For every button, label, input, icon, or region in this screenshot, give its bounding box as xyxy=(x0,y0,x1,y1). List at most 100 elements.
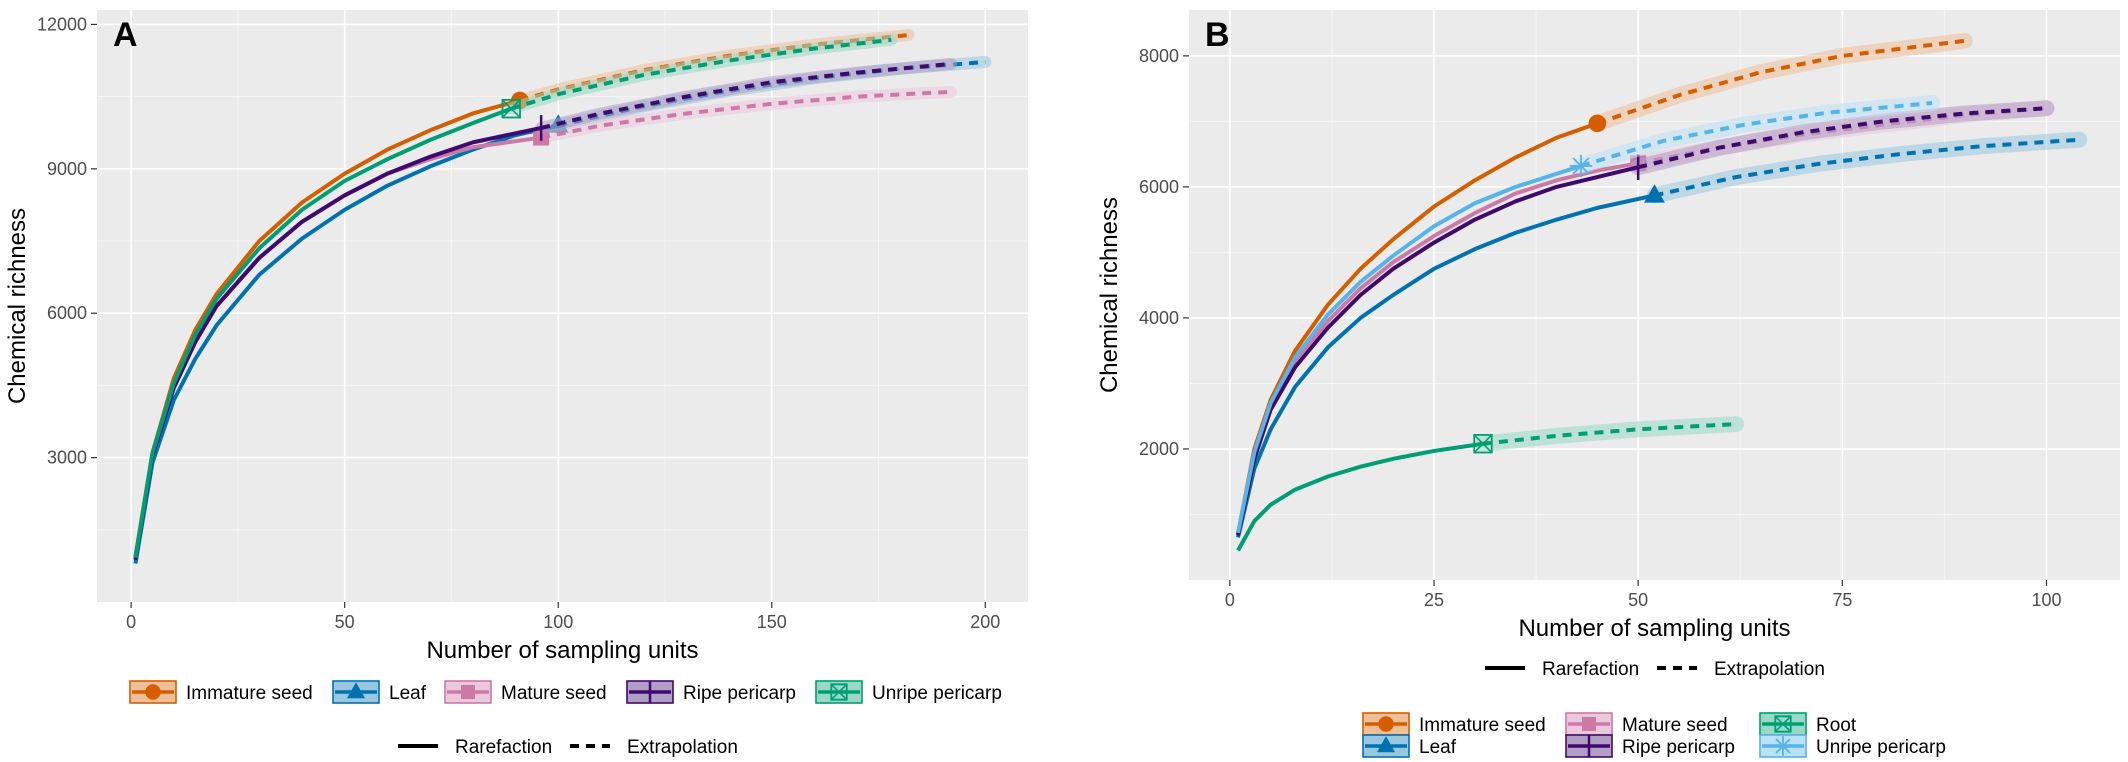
x-tick-label: 150 xyxy=(757,612,787,632)
y-tick-label: 3000 xyxy=(47,448,87,468)
extrapolation-line-ripe-pericarp xyxy=(540,61,952,130)
reference-point-immature-seed xyxy=(1588,114,1607,133)
legend-item-ripe-pericarp: Ripe pericarp xyxy=(1565,734,1735,758)
reference-point-leaf xyxy=(1644,184,1665,203)
axis-ticks: 0 25 50 75 100 2000 4000 6000 8000 xyxy=(1139,46,2062,610)
legend-item-root: Root xyxy=(1759,712,1857,736)
legend-root-key-marker-diag2 xyxy=(1774,715,1792,733)
rarefaction-line-root xyxy=(1236,441,1484,552)
legend-item-ripe-pericarp: Ripe pericarp xyxy=(626,680,796,704)
legend-mature-seed-key-marker xyxy=(461,685,475,699)
panel-a: 0 50 100 150 200 3000 6000 9000 12000 Number of s… xyxy=(4,10,1028,758)
extrapolation-line-mature-seed xyxy=(540,89,952,140)
legend-label-unripe-pericarp: Unripe pericarp xyxy=(872,683,1002,704)
extrapolation-line-ripe-pericarp xyxy=(1637,106,2047,170)
rarefaction-line-ripe-pericarp xyxy=(1236,165,1639,536)
y-tick-label: 9000 xyxy=(47,159,87,179)
x-tick-label: 0 xyxy=(126,612,136,632)
series-ripe-pericarp xyxy=(1236,100,2055,536)
rarefaction-line-leaf xyxy=(133,123,559,564)
reference-point-unripe-pericarp-box xyxy=(501,98,521,119)
legend-label-root: Root xyxy=(1816,715,1857,736)
series-unripe-pericarp xyxy=(1236,95,1941,534)
legend-root-key-marker-box xyxy=(1774,715,1792,733)
legend-extrapolation-label: Extrapolation xyxy=(1714,659,1825,680)
legend-item-immature-seed: Immature seed xyxy=(129,680,313,704)
x-axis-title: Number of sampling units xyxy=(1518,615,1790,642)
series-group xyxy=(133,29,992,564)
x-tick-label: 100 xyxy=(543,612,573,632)
legend-leaf-key-marker xyxy=(1376,736,1396,753)
legend-leaf-key-marker xyxy=(346,682,366,699)
legend-unripe-pericarp-key-marker-box xyxy=(830,683,848,701)
extrapolation-line-root xyxy=(1482,422,1737,446)
reference-point-unripe-pericarp-diag2 xyxy=(501,99,521,119)
legend-item-leaf: Leaf xyxy=(332,680,427,704)
legend-item-mature-seed: Mature seed xyxy=(444,680,607,704)
rarefaction-line-unripe-pericarp xyxy=(1236,164,1582,534)
series-leaf xyxy=(1236,131,2088,538)
reference-point-unripe-pericarp xyxy=(501,98,521,119)
legend-immature-seed-key-marker xyxy=(145,684,161,700)
legend-label-mature-seed: Mature seed xyxy=(1622,715,1728,736)
legend-rarefaction-label: Rarefaction xyxy=(1542,659,1639,680)
x-tick-label: 75 xyxy=(1832,590,1852,610)
legend-rarefaction-label: Rarefaction xyxy=(455,737,552,758)
plot-background xyxy=(97,10,1028,602)
legend-immature-seed-key-marker xyxy=(1378,716,1394,732)
legend-unripe-pericarp-key-marker-spoke xyxy=(1775,738,1791,754)
legend-label-mature-seed: Mature seed xyxy=(501,683,607,704)
extrapolation-line-immature-seed xyxy=(1596,38,1966,126)
x-tick-label: 0 xyxy=(1225,590,1235,610)
legend-unripe-pericarp-key-marker xyxy=(830,683,848,701)
series-root xyxy=(1236,416,1745,552)
legend-line-types: Rarefaction Extrapolation xyxy=(1485,659,1825,680)
reference-point-root xyxy=(1473,434,1493,454)
legend-item-unripe-pericarp: Unripe pericarp xyxy=(1759,734,1946,758)
legend-label-ripe-pericarp: Ripe pericarp xyxy=(1622,737,1735,758)
extrapolation-line-unripe-pericarp xyxy=(510,37,892,111)
extrapolation-line-unripe-pericarp xyxy=(1580,101,1933,168)
y-tick-label: 2000 xyxy=(1139,439,1179,459)
legend-label-unripe-pericarp: Unripe pericarp xyxy=(1816,737,1946,758)
grid-lines xyxy=(1189,10,2120,580)
legend-label-leaf: Leaf xyxy=(1419,737,1457,758)
legend-extrapolation-label: Extrapolation xyxy=(627,737,738,758)
series-group xyxy=(1236,32,2088,552)
legend-item-unripe-pericarp: Unripe pericarp xyxy=(815,680,1002,704)
reference-point-unripe-pericarp xyxy=(1569,154,1593,178)
legend-label-immature-seed: Immature seed xyxy=(1419,715,1546,736)
axis-ticks: 0 50 100 150 200 3000 6000 9000 12000 xyxy=(37,14,1000,632)
y-tick-label: 4000 xyxy=(1139,308,1179,328)
y-axis-title: Chemical richness xyxy=(1096,197,1123,393)
reference-point-root-diag2 xyxy=(1473,434,1493,454)
x-tick-label: 50 xyxy=(335,612,355,632)
legend-series: Immature seed Leaf Mature seed Ripe pericar… xyxy=(129,680,1002,704)
y-tick-label: 6000 xyxy=(1139,177,1179,197)
rarefaction-line-leaf xyxy=(1236,193,1655,538)
reference-point-unripe-pericarp-spoke xyxy=(1572,157,1590,175)
legend-unripe-pericarp-key-marker xyxy=(1773,736,1793,756)
x-tick-label: 100 xyxy=(2031,590,2061,610)
legend-root-key-marker xyxy=(1774,715,1792,733)
x-tick-label: 25 xyxy=(1424,590,1444,610)
panel-label: B xyxy=(1205,16,1230,54)
reference-point-root-box xyxy=(1473,434,1493,454)
legend-label-ripe-pericarp: Ripe pericarp xyxy=(683,683,796,704)
x-tick-label: 200 xyxy=(970,612,1000,632)
legend-label-immature-seed: Immature seed xyxy=(186,683,313,704)
y-tick-label: 8000 xyxy=(1139,46,1179,66)
legend-label-leaf: Leaf xyxy=(389,683,427,704)
extrapolation-line-leaf xyxy=(1654,137,2080,198)
x-axis-title: Number of sampling units xyxy=(426,637,698,664)
legend-item-leaf: Leaf xyxy=(1362,734,1457,758)
y-tick-label: 6000 xyxy=(47,303,87,323)
legend-line-types: Rarefaction Extrapolation xyxy=(398,737,738,758)
legend-mature-seed-key-marker xyxy=(1582,717,1596,731)
legend-item-mature-seed: Mature seed xyxy=(1565,712,1728,736)
x-tick-label: 50 xyxy=(1628,590,1648,610)
panel-label: A xyxy=(113,16,138,54)
y-tick-label: 12000 xyxy=(37,14,87,34)
